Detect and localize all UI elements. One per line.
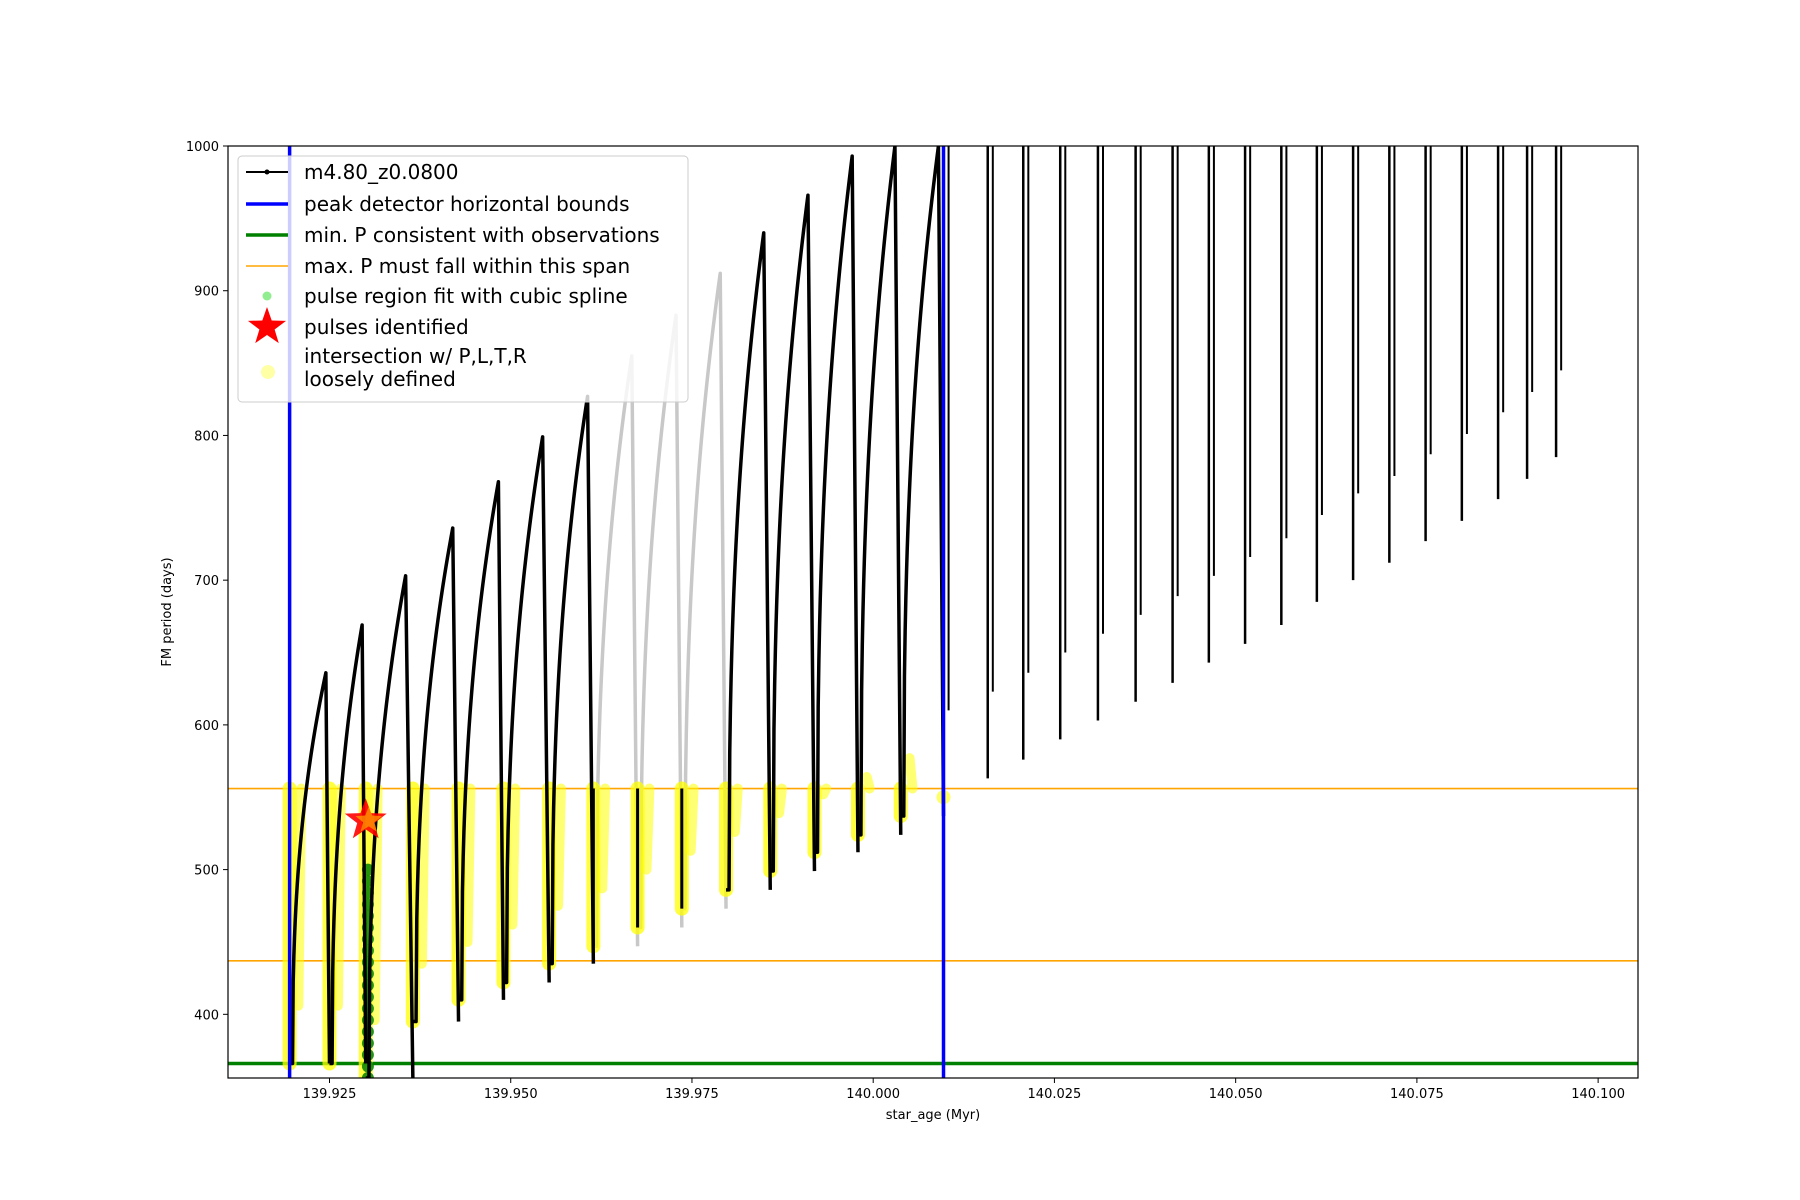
period-track bbox=[289, 146, 1563, 1078]
intersection-region bbox=[507, 783, 521, 930]
y-tick-label: 800 bbox=[194, 429, 219, 444]
track-cycle bbox=[681, 271, 728, 911]
intersection-region bbox=[818, 783, 832, 800]
intersection-region bbox=[416, 783, 430, 969]
track-cycle bbox=[900, 146, 946, 818]
plot-frame bbox=[227, 145, 1639, 1079]
y-tick-label: 1000 bbox=[186, 140, 219, 155]
legend-label: pulses identified bbox=[304, 315, 469, 339]
legend-label: min. P consistent with observations bbox=[304, 223, 660, 247]
y-axis-label: FM period (days) bbox=[160, 557, 175, 666]
x-tick-label: 139.975 bbox=[665, 1087, 719, 1102]
max-period-span-lines bbox=[228, 787, 1638, 962]
legend-label: intersection w/ P,L,T,R bbox=[304, 344, 527, 368]
legend-label: m4.80_z0.0800 bbox=[304, 160, 459, 184]
track-cycle bbox=[857, 146, 903, 837]
x-axis-label: star_age (Myr) bbox=[886, 1108, 980, 1123]
legend-label: pulse region fit with cubic spline bbox=[304, 284, 628, 308]
y-tick-label: 400 bbox=[194, 1008, 219, 1023]
x-tick-label: 139.950 bbox=[484, 1087, 538, 1102]
track-cycle bbox=[365, 574, 415, 1078]
legend-intersect-swatch bbox=[261, 365, 275, 379]
track-cycle bbox=[503, 435, 551, 985]
pulse-identified-star-overlay bbox=[355, 806, 383, 832]
track-cycle bbox=[412, 526, 461, 1024]
intersection-region bbox=[861, 771, 875, 794]
legend-spline-swatch bbox=[262, 291, 272, 301]
track-cycle bbox=[289, 671, 332, 1066]
intersection-regions bbox=[282, 753, 951, 1078]
plot-area bbox=[228, 146, 1638, 1078]
legend-label: peak detector horizontal bounds bbox=[304, 192, 630, 216]
y-tick-label: 700 bbox=[194, 574, 219, 589]
legend-box bbox=[237, 155, 689, 403]
intersection-region bbox=[597, 783, 611, 894]
intersection-region bbox=[729, 783, 743, 837]
x-tick-label: 140.000 bbox=[846, 1087, 900, 1102]
y-tick-label: 500 bbox=[194, 864, 219, 879]
intersection-region bbox=[685, 783, 699, 856]
intersection-region bbox=[462, 783, 476, 947]
y-tick-label: 600 bbox=[194, 719, 219, 734]
track-cycle bbox=[329, 623, 368, 1066]
y-tick-label: 900 bbox=[194, 285, 219, 300]
y-axis: 400 500 600 700 800 900 1000 bbox=[186, 140, 228, 1023]
x-tick-label: 139.925 bbox=[303, 1087, 357, 1102]
track-cycle bbox=[770, 193, 817, 873]
x-tick-label: 140.100 bbox=[1571, 1087, 1625, 1102]
x-tick-label: 140.025 bbox=[1028, 1087, 1082, 1102]
x-tick-label: 140.050 bbox=[1209, 1087, 1263, 1102]
intersection-region bbox=[293, 783, 307, 1011]
legend-pulse-swatch bbox=[247, 307, 287, 344]
intersection-region bbox=[904, 753, 918, 794]
legend-track-marker bbox=[264, 169, 270, 175]
pulse-markers bbox=[344, 798, 387, 839]
track-cycle bbox=[726, 231, 772, 892]
legend-label: loosely defined bbox=[304, 367, 456, 391]
track-cycle bbox=[814, 154, 860, 854]
track-cycle bbox=[458, 480, 506, 1002]
legend-label: max. P must fall within this span bbox=[304, 254, 630, 278]
intersection-region bbox=[641, 783, 655, 875]
intersection-region bbox=[774, 783, 787, 819]
x-axis: 139.925 139.950 139.975 140.000 140.025 140.0… bbox=[303, 1078, 1625, 1102]
x-tick-label: 140.075 bbox=[1390, 1087, 1444, 1102]
track-cycle bbox=[549, 394, 596, 966]
intersection-region bbox=[553, 783, 566, 911]
